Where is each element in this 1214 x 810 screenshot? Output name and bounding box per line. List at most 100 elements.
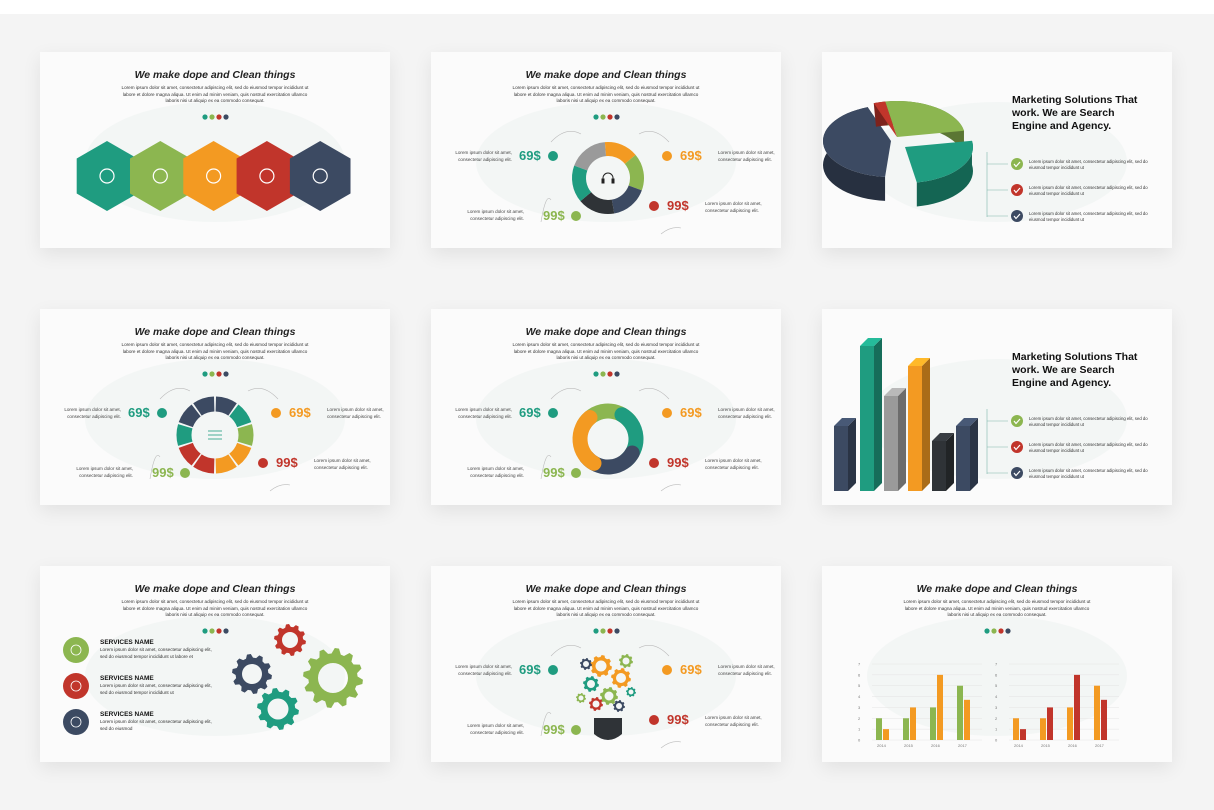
ring-segment (176, 424, 193, 446)
scissors-icon (206, 168, 222, 184)
slide-body-text: Lorem ipsum dolor sit amet, consectetur … (121, 599, 309, 617)
hexagon (289, 141, 351, 211)
check-item-text: Lorem ipsum dolor sit amet, consectetur … (1029, 211, 1148, 222)
world-map-background (476, 616, 736, 736)
y-tick-label: 6 (995, 672, 998, 677)
slide-thumbnail-ring[interactable]: We make dope and Clean things Lorem ipsum… (40, 309, 390, 505)
price-description: Lorem ipsum dolor sit amet, consectetur … (718, 407, 775, 419)
connector-arrow (540, 455, 552, 480)
price-dot (271, 408, 281, 418)
color-dot (614, 628, 620, 634)
slide-thumbnail-bulb[interactable]: We make dope and Clean things Lorem ipsum… (431, 566, 781, 762)
x-tick-label: 2016 (931, 743, 941, 748)
slide-thumbnail-pie3d[interactable]: Lorem ipsum dolor sit amet, consectetur … (822, 52, 1172, 248)
graduation-cap-icon (99, 168, 115, 184)
hexagon (76, 141, 138, 211)
connector-arrow (660, 741, 682, 749)
slide-thumbnail-charts[interactable]: 0 1 2 3 4 5 6 7 2014 2015 2016 2017 0 1 2 3 4 5 6 7 2014 2015… (822, 566, 1172, 762)
x-tick-label: 2014 (1014, 743, 1024, 748)
gear-icon (257, 688, 299, 730)
slide-thumbnail-cycle[interactable]: We make dope and Clean things Lorem ipsum… (431, 52, 781, 248)
bar (910, 707, 916, 740)
slide-thumbnail-hexagons[interactable]: We make dope and Clean things Lorem ipsum… (40, 52, 390, 248)
slide-thumbnail-services[interactable]: We make dope and Clean things Lorem ipsum… (40, 566, 390, 762)
ring-segment (228, 442, 252, 466)
bar (957, 685, 963, 740)
slide-graphic (76, 102, 351, 222)
check-item-text: Lorem ipsum dolor sit amet, consectetur … (1029, 185, 1148, 196)
y-tick-label: 1 (995, 727, 998, 732)
bar (1101, 699, 1107, 740)
color-dot (998, 628, 1004, 634)
plus-circle-service-circle (63, 637, 89, 663)
rocket-service-circle (63, 709, 89, 735)
price-dot (649, 458, 659, 468)
color-dot (223, 371, 229, 377)
world-map-background (476, 102, 736, 222)
slide-body-text: Lorem ipsum dolor sit amet, consectetur … (903, 599, 1091, 617)
slide-thumbnail-bars3d[interactable]: Lorem ipsum dolor sit amet, consectetur … (822, 309, 1172, 505)
check-circle (1011, 184, 1023, 196)
cycle-segment (574, 142, 607, 171)
price-description: Lorem ipsum dolor sit amet, consectetur … (705, 458, 762, 470)
color-dot (593, 628, 599, 634)
price-label: 69$ (289, 405, 311, 420)
color-dot (593, 114, 599, 120)
slide-title: We make dope and Clean things (916, 583, 1078, 595)
y-tick-label: 0 (858, 738, 861, 743)
y-tick-label: 7 (995, 662, 998, 667)
ring-segment (193, 396, 215, 416)
price-description: Lorem ipsum dolor sit amet, consectetur … (314, 458, 371, 470)
price-description: Lorem ipsum dolor sit amet, consectetur … (455, 150, 512, 162)
check-circle (1011, 158, 1023, 170)
price-label: 69$ (519, 405, 541, 420)
slide-title: We make dope and Clean things (525, 326, 687, 338)
color-dot (209, 371, 215, 377)
connector-arrow (550, 131, 582, 143)
3d-bar (908, 358, 930, 491)
3d-bar (956, 418, 978, 491)
ring-segment (178, 442, 202, 466)
check-circle (1011, 467, 1023, 479)
gear-icon (576, 693, 586, 703)
price-label: 99$ (276, 455, 298, 470)
price-dot (548, 408, 558, 418)
color-dot (600, 114, 606, 120)
bar (883, 729, 889, 740)
color-dot (216, 628, 222, 634)
ring-segment (215, 396, 237, 416)
slide-graphic (834, 338, 1127, 491)
connector-arrow (638, 645, 670, 657)
gear-icon (619, 654, 633, 668)
pie-slice-teal (905, 140, 973, 207)
price-label: 69$ (680, 662, 702, 677)
bulb-base (594, 718, 622, 740)
price-description: Lorem ipsum dolor sit amet, consectetur … (76, 466, 133, 478)
binoculars-icon (152, 168, 168, 184)
color-dot (600, 628, 606, 634)
check-icon (1013, 213, 1021, 220)
price-description: Lorem ipsum dolor sit amet, consectetur … (467, 723, 524, 735)
check-icon (1013, 418, 1021, 425)
price-dot (258, 458, 268, 468)
3d-bar (834, 418, 856, 491)
connector-arrow (247, 388, 279, 400)
bar (964, 699, 970, 740)
connector-arrow (540, 198, 552, 223)
y-tick-label: 4 (858, 694, 861, 699)
check-icon (1013, 187, 1021, 194)
connector-arrow (149, 455, 161, 480)
ring-segment (237, 424, 254, 446)
bar (1040, 718, 1046, 740)
service-name: SERVICES NAME (100, 639, 154, 646)
price-description: Lorem ipsum dolor sit amet, consectetur … (718, 664, 775, 676)
bar (876, 718, 882, 740)
cycle-segment (611, 185, 642, 214)
slide-title: We make dope and Clean things (134, 326, 296, 338)
gear-icon (626, 687, 636, 697)
price-description: Lorem ipsum dolor sit amet, consectetur … (64, 407, 121, 419)
color-dot (216, 114, 222, 120)
slide-thumbnail-swirl[interactable]: We make dope and Clean things Lorem ipsum… (431, 309, 781, 505)
price-dot (662, 665, 672, 675)
slide-heading: Marketing Solutions That work. We are Se… (1012, 351, 1138, 389)
